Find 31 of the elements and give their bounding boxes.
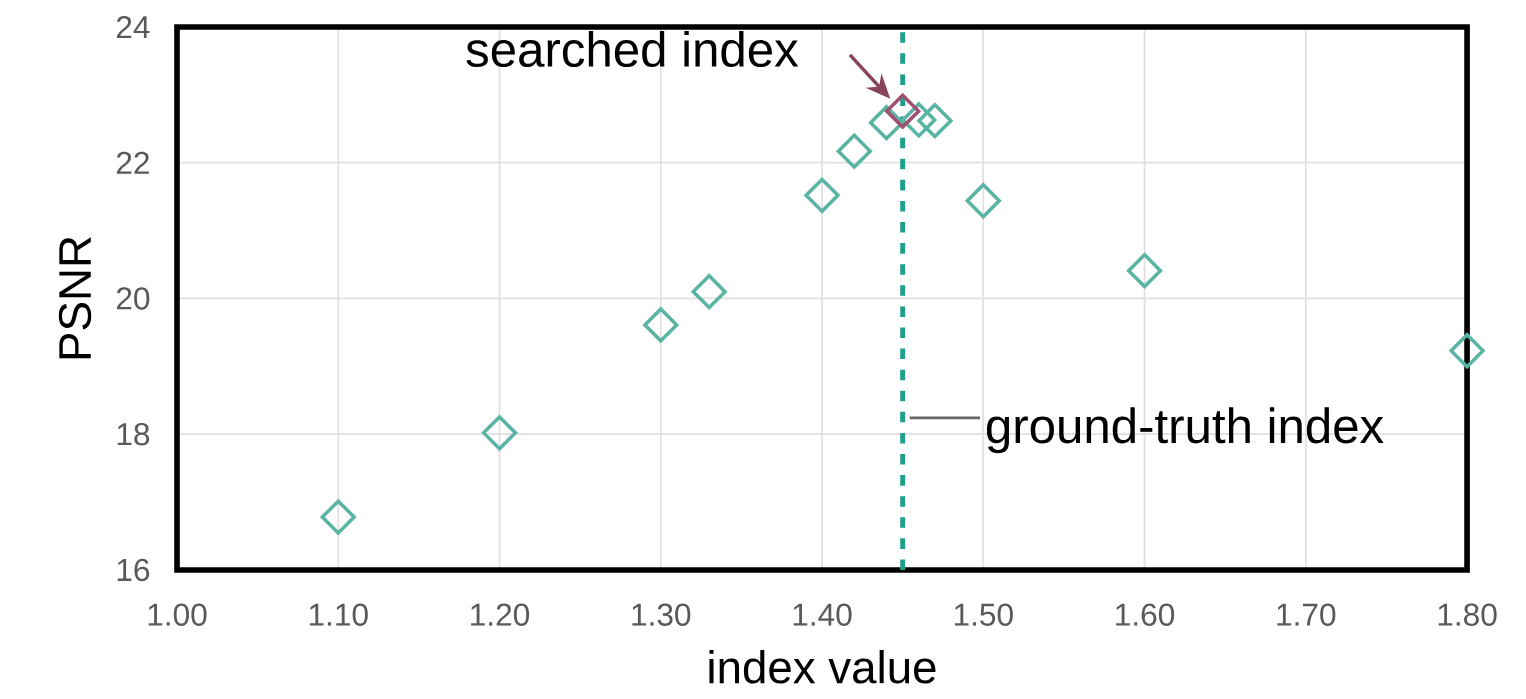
point xyxy=(917,102,953,139)
y-tick-label: 22 xyxy=(116,151,149,174)
x-tick-label: 1.50 xyxy=(954,603,1013,626)
x-axis-title: index value xyxy=(709,650,936,684)
point xyxy=(481,415,518,451)
point xyxy=(868,105,905,141)
x-tick-label: 1.10 xyxy=(309,603,368,626)
point xyxy=(1449,333,1485,369)
point xyxy=(884,93,921,129)
point xyxy=(1126,252,1163,289)
point xyxy=(804,177,840,213)
point xyxy=(643,307,679,343)
x-tick-label: 1.30 xyxy=(632,603,691,626)
x-tick-label: 1.40 xyxy=(793,603,852,626)
x-tick-label: 1.60 xyxy=(1116,603,1175,626)
y-tick-label: 18 xyxy=(117,423,150,446)
ref-line-label: ground-truth index xyxy=(986,407,1384,454)
x-tick-label: 1.80 xyxy=(1438,603,1497,626)
point xyxy=(320,499,356,535)
x-tick-label: 1.20 xyxy=(471,603,530,626)
point xyxy=(901,102,937,138)
x-tick-label: 1.00 xyxy=(148,603,207,626)
point xyxy=(691,274,727,310)
point xyxy=(836,133,872,169)
y-axis-title: PSNR xyxy=(58,237,92,359)
y-tick-label: 16 xyxy=(117,558,150,582)
y-tick-label: 24 xyxy=(116,15,150,39)
annotation: searched index xyxy=(466,30,799,68)
x-tick-label: 1.70 xyxy=(1277,603,1336,626)
point xyxy=(965,183,1001,219)
y-tick-label: 20 xyxy=(116,287,150,310)
